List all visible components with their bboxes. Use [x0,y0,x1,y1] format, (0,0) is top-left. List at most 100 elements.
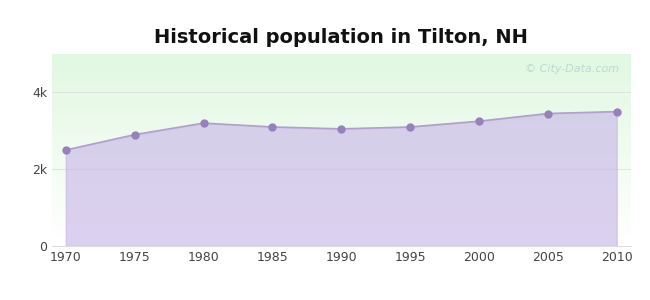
Bar [52,176,630,177]
Bar [52,136,630,137]
Bar [52,83,630,84]
Bar [52,135,630,136]
Bar [52,175,630,176]
Bar [52,173,630,174]
Bar [52,241,630,242]
Bar [52,55,630,56]
Bar [52,112,630,113]
Bar [52,129,630,130]
Bar [52,202,630,203]
Bar [52,54,630,55]
Bar [52,200,630,201]
Bar [52,100,630,101]
Point [612,109,622,114]
Bar [52,236,630,237]
Bar [52,128,630,129]
Bar [52,160,630,161]
Bar [52,116,630,117]
Bar [52,67,630,68]
Bar [52,77,630,78]
Bar [52,196,630,197]
Bar [52,119,630,120]
Bar [52,69,630,70]
Bar [52,224,630,225]
Bar [52,110,630,111]
Bar [52,171,630,172]
Bar [52,140,630,141]
Bar [52,58,630,59]
Bar [52,147,630,148]
Bar [52,158,630,159]
Bar [52,161,630,163]
Bar [52,63,630,64]
Bar [52,180,630,181]
Point [474,119,484,124]
Bar [52,105,630,106]
Point [543,111,553,116]
Point [60,148,71,152]
Bar [52,88,630,89]
Bar [52,235,630,236]
Bar [52,153,630,154]
Bar [52,167,630,168]
Bar [52,190,630,191]
Bar [52,89,630,91]
Bar [52,107,630,108]
Bar [52,56,630,57]
Bar [52,73,630,74]
Bar [52,177,630,178]
Bar [52,157,630,158]
Bar [52,240,630,241]
Bar [52,172,630,173]
Bar [52,178,630,179]
Bar [52,208,630,209]
Bar [52,207,630,208]
Bar [52,154,630,155]
Bar [52,62,630,63]
Bar [52,149,630,150]
Bar [52,78,630,79]
Bar [52,102,630,103]
Text: © City-Data.com: © City-Data.com [525,64,619,74]
Bar [52,216,630,217]
Bar [52,99,630,100]
Bar [52,65,630,67]
Bar [52,115,630,116]
Bar [52,139,630,140]
Bar [52,218,630,219]
Bar [52,79,630,80]
Bar [52,148,630,149]
Bar [52,215,630,216]
Point [336,127,346,131]
Bar [52,70,630,71]
Bar [52,81,630,82]
Bar [52,229,630,230]
Bar [52,59,630,60]
Bar [52,126,630,127]
Bar [52,222,630,223]
Bar [52,93,630,94]
Bar [52,233,630,235]
Bar [52,163,630,164]
Bar [52,230,630,231]
Bar [52,239,630,240]
Bar [52,231,630,232]
Bar [52,242,630,243]
Bar [52,174,630,175]
Bar [52,143,630,144]
Bar [52,80,630,81]
Bar [52,74,630,75]
Bar [52,183,630,184]
Bar [52,95,630,96]
Bar [52,232,630,233]
Bar [52,159,630,160]
Bar [52,71,630,72]
Bar [52,125,630,126]
Bar [52,96,630,97]
Bar [52,61,630,62]
Bar [52,198,630,199]
Bar [52,226,630,227]
Bar [52,168,630,169]
Bar [52,68,630,69]
Bar [52,127,630,128]
